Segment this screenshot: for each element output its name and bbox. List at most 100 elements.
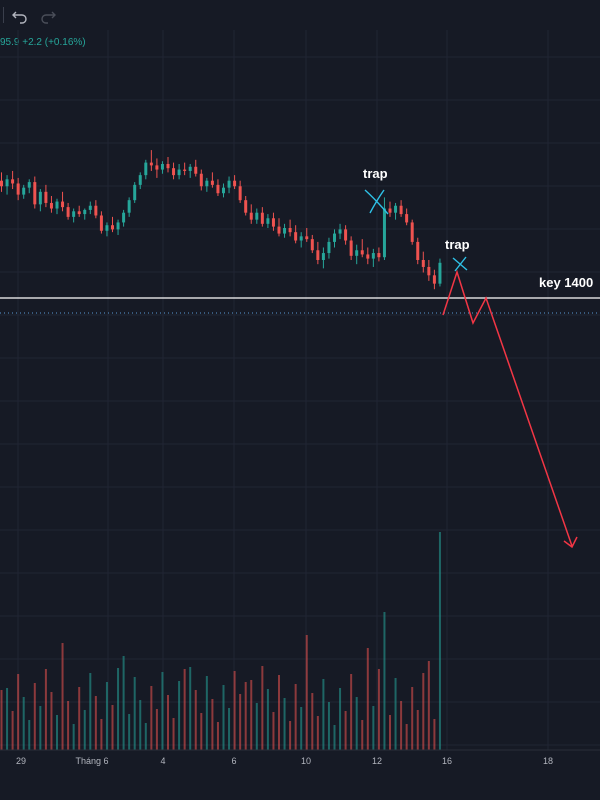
candle-body <box>61 201 65 208</box>
x-axis: 29 Tháng 6 4 6 10 12 16 18 <box>0 749 600 766</box>
volume-bar <box>377 669 380 750</box>
candle-body <box>88 205 92 210</box>
candle-body <box>199 173 203 187</box>
candle-body <box>432 275 436 284</box>
candle-body <box>127 200 131 213</box>
candle-body <box>99 215 103 231</box>
candle-body <box>105 225 109 231</box>
x-tick-label: 4 <box>160 756 165 766</box>
volume-bar <box>44 669 47 750</box>
candle-body <box>271 218 275 227</box>
volume-bar <box>422 673 425 750</box>
volume-bar <box>405 724 408 750</box>
horizontal-levels <box>0 297 600 314</box>
key-level-label: key 1400 <box>539 275 593 290</box>
volume-bar <box>100 719 103 750</box>
candle-body <box>333 233 336 242</box>
volume-bar <box>178 681 181 750</box>
candle-body <box>310 239 314 251</box>
candlestick-chart[interactable]: trap trap key 1400 29 Tháng 6 4 6 10 12 16 18 <box>0 30 600 800</box>
volume-bar <box>339 688 342 750</box>
x-tick-label: 29 <box>16 756 26 766</box>
candle-body <box>238 186 242 201</box>
volume-bar <box>400 701 403 750</box>
volume-bar <box>172 718 175 750</box>
volume-bar <box>266 689 269 750</box>
price-change-readout: 95.9 +2.2 (+0.16%) <box>0 37 86 48</box>
volume-bar <box>261 666 264 750</box>
volume-bar <box>155 709 158 750</box>
volume-bar <box>361 720 364 750</box>
volume-bar <box>94 696 97 750</box>
x-tick-label: 12 <box>372 756 382 766</box>
candle-body <box>133 184 137 201</box>
redo-icon <box>41 11 56 24</box>
volume-bar <box>416 710 419 750</box>
volume-bar <box>161 672 164 750</box>
candle-body <box>277 226 281 234</box>
volume-bar <box>205 676 208 750</box>
volume-bar <box>283 698 286 750</box>
candle-body <box>0 180 3 187</box>
candle-body <box>49 202 53 209</box>
volume-bar <box>0 690 3 750</box>
volume-bar <box>255 703 258 750</box>
volume-bar <box>105 682 108 750</box>
trap-label-1: trap <box>363 166 388 181</box>
candle-body <box>94 205 98 216</box>
candle-body <box>427 266 431 276</box>
volume-bar <box>189 667 192 750</box>
volume-bar <box>239 694 242 750</box>
candle-body <box>194 166 198 174</box>
candle-body <box>294 232 298 241</box>
volume-bar <box>22 697 25 750</box>
candle-body <box>227 180 231 188</box>
candle-body <box>249 212 253 220</box>
candle-body <box>72 211 76 217</box>
volume-bar <box>111 705 114 750</box>
candle-body <box>16 183 20 195</box>
candle-body <box>255 212 259 220</box>
candle-body <box>138 175 142 185</box>
volume-bar <box>372 706 375 750</box>
volume-bar <box>355 697 358 750</box>
volume-bar <box>316 716 319 750</box>
toolbar <box>0 0 600 30</box>
candle-body <box>122 212 126 223</box>
candle-body <box>438 262 442 284</box>
candle-body <box>183 169 187 171</box>
volume-bar <box>89 673 92 750</box>
drawings: trap trap key 1400 <box>363 166 593 549</box>
candle-body <box>316 250 320 260</box>
volume-bar <box>394 678 397 750</box>
candle-body <box>166 164 170 169</box>
volume-bar <box>250 680 253 750</box>
volume-bar <box>389 715 391 750</box>
volume-bar <box>344 711 347 750</box>
candle-body <box>222 187 225 194</box>
candle-body <box>188 166 192 171</box>
volume-bar <box>122 656 125 750</box>
candle-body <box>210 180 214 185</box>
toolbar-separator <box>3 7 4 23</box>
redo-button[interactable] <box>37 4 59 26</box>
x-tick-label: 6 <box>231 756 236 766</box>
volume-bar <box>139 700 142 750</box>
volume-bar <box>327 702 330 750</box>
volume-bar <box>228 708 231 750</box>
volume-bar <box>305 635 308 750</box>
candle-body <box>305 236 309 240</box>
volume-bar <box>11 711 14 750</box>
volume-bar <box>311 693 314 750</box>
undo-button[interactable] <box>9 4 31 26</box>
volume-bar <box>56 715 58 750</box>
volume-bar <box>50 692 53 750</box>
candle-body <box>338 229 342 234</box>
projection-path <box>442 269 573 547</box>
volume-bar <box>17 674 20 750</box>
candle-body <box>244 200 248 213</box>
volume-bar <box>39 706 42 750</box>
volume-bar <box>322 679 325 750</box>
candle-body <box>360 250 364 255</box>
candle-body <box>33 182 37 205</box>
